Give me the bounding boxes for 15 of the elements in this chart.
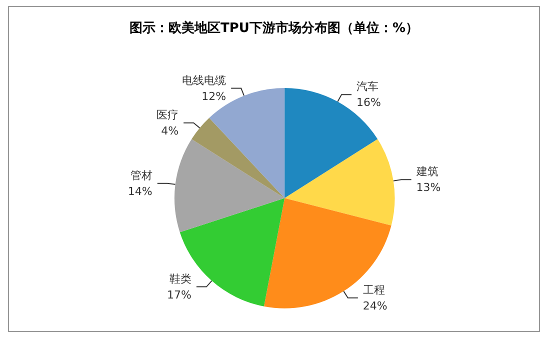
data-label: 14% xyxy=(128,184,152,198)
slice-label: 工程 xyxy=(362,283,385,296)
slice-label: 鞋类 xyxy=(169,272,192,286)
slice-label: 管材 xyxy=(130,168,152,182)
chart-title: 图示：欧美地区TPU下游市场分布图（单位：%） xyxy=(130,20,418,36)
slice-label: 电线电缆 xyxy=(182,74,226,87)
data-label: 17% xyxy=(167,288,192,302)
slice-label: 医疗 xyxy=(156,108,179,122)
data-label: 24% xyxy=(362,299,388,312)
data-label: 13% xyxy=(416,181,441,194)
data-label: 16% xyxy=(356,96,381,110)
slice-label: 建筑 xyxy=(415,165,438,178)
data-label: 12% xyxy=(202,90,226,103)
data-label: 4% xyxy=(161,124,179,138)
slice-label: 汽车 xyxy=(356,80,379,94)
